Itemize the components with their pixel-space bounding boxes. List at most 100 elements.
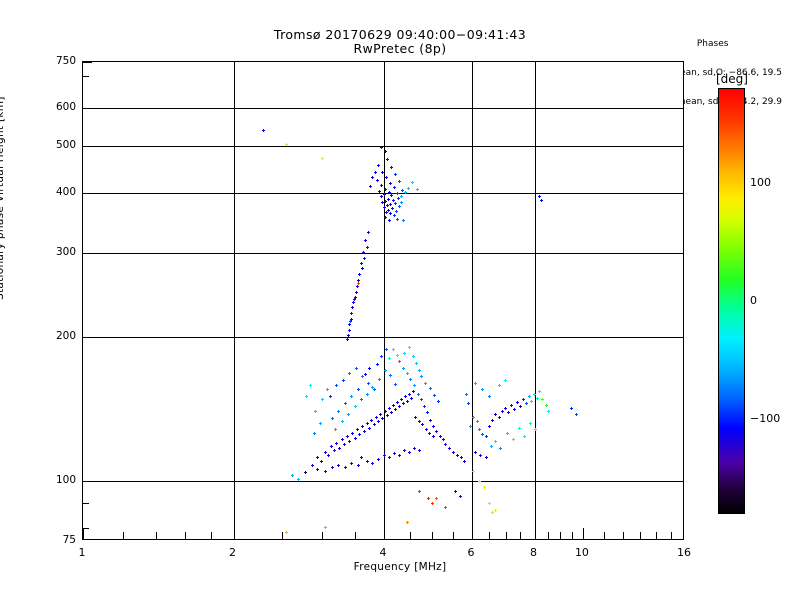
scatter-point xyxy=(491,418,495,422)
scatter-point xyxy=(397,196,401,200)
scatter-point xyxy=(417,420,421,424)
scatter-point xyxy=(383,216,387,220)
y-axis-tick-label: 400 xyxy=(55,185,76,198)
scatter-point xyxy=(415,187,419,191)
scatter-point xyxy=(396,400,400,404)
x-axis-minor-tick xyxy=(321,532,323,539)
scatter-point xyxy=(411,355,415,359)
scatter-point xyxy=(441,438,445,442)
scatter-point xyxy=(538,195,542,199)
scatter-point xyxy=(494,508,498,512)
scatter-point xyxy=(284,142,288,146)
scatter-point xyxy=(405,520,409,524)
scatter-point xyxy=(435,429,439,433)
scatter-point xyxy=(357,279,361,283)
scatter-point xyxy=(409,396,413,400)
scatter-point xyxy=(408,392,412,396)
scatter-point xyxy=(335,384,339,388)
gridline-vertical xyxy=(384,62,385,539)
scatter-point xyxy=(444,443,448,447)
scatter-point xyxy=(370,418,374,422)
scatter-point xyxy=(345,434,349,438)
scatter-point xyxy=(398,205,402,209)
scatter-point xyxy=(365,459,369,463)
x-axis-minor-tick xyxy=(656,532,657,539)
scatter-point xyxy=(538,389,542,393)
scatter-point xyxy=(396,217,400,221)
scatter-point xyxy=(329,445,333,449)
scatter-point xyxy=(371,385,375,389)
scatter-point xyxy=(334,428,338,432)
scatter-point xyxy=(343,402,347,406)
scatter-point xyxy=(358,273,362,277)
x-axis-tick-label: 8 xyxy=(530,546,537,559)
plot-title-line1: Tromsø 20170629 09:40:00−09:41:43 xyxy=(273,27,527,42)
scatter-point xyxy=(424,428,428,432)
scatter-point xyxy=(354,366,358,370)
scatter-point xyxy=(487,425,491,429)
scatter-point xyxy=(521,398,525,402)
scatter-point xyxy=(534,428,538,432)
scatter-point xyxy=(332,448,336,452)
scatter-point xyxy=(447,446,451,450)
x-axis-tick-label: 4 xyxy=(379,546,387,559)
scatter-point xyxy=(539,199,543,203)
scatter-point xyxy=(412,384,416,388)
scatter-point xyxy=(340,420,344,424)
x-axis-minor-tick xyxy=(670,532,672,539)
scatter-point xyxy=(372,388,376,392)
scatter-point xyxy=(400,194,404,198)
x-axis-minor-tick xyxy=(409,532,411,539)
y-axis-tick-label: 200 xyxy=(55,329,76,342)
gridline-horizontal xyxy=(83,336,683,338)
scatter-point xyxy=(356,282,360,286)
scatter-point xyxy=(375,363,379,367)
scatter-point xyxy=(497,415,501,419)
scatter-point xyxy=(387,208,391,212)
scatter-point xyxy=(318,421,322,425)
scatter-point xyxy=(431,425,435,429)
scatter-point xyxy=(499,446,503,450)
scatter-point xyxy=(437,399,441,403)
scatter-point xyxy=(416,392,420,396)
scatter-point xyxy=(330,417,334,421)
scatter-point xyxy=(403,351,407,355)
scatter-point xyxy=(517,426,521,430)
scatter-point xyxy=(348,323,352,327)
scatter-point xyxy=(388,203,392,207)
scatter-point xyxy=(392,198,396,202)
scatter-point xyxy=(328,395,332,399)
scatter-point xyxy=(305,395,309,399)
scatter-point xyxy=(345,337,349,341)
scatter-point xyxy=(544,403,548,407)
x-axis-minor-tick xyxy=(453,532,455,539)
scatter-point xyxy=(398,359,402,363)
scatter-point xyxy=(385,204,389,208)
y-axis-tick-label: 75 xyxy=(62,534,76,546)
scatter-point xyxy=(382,206,386,210)
scatter-point xyxy=(490,511,494,515)
scatter-point xyxy=(504,406,507,410)
scatter-point xyxy=(379,355,383,359)
scatter-point xyxy=(381,417,385,421)
scatter-point xyxy=(347,412,351,416)
scatter-point xyxy=(535,396,539,400)
scatter-point xyxy=(365,245,369,249)
scatter-point xyxy=(364,372,368,376)
scatter-point xyxy=(394,408,398,412)
scatter-point xyxy=(494,412,498,416)
x-axis-minor-tick xyxy=(185,532,187,539)
scatter-point xyxy=(330,465,334,469)
scatter-point xyxy=(484,456,488,460)
x-axis-minor-tick xyxy=(547,532,549,539)
scatter-point xyxy=(352,301,356,305)
plot-area xyxy=(82,61,684,540)
scatter-point xyxy=(343,443,347,447)
scatter-point xyxy=(391,207,395,211)
scatter-point xyxy=(409,378,413,382)
scatter-point xyxy=(465,392,469,396)
scatter-point xyxy=(386,157,390,161)
scatter-point xyxy=(348,371,352,375)
colorbar xyxy=(718,88,745,514)
scatter-point xyxy=(431,434,435,438)
